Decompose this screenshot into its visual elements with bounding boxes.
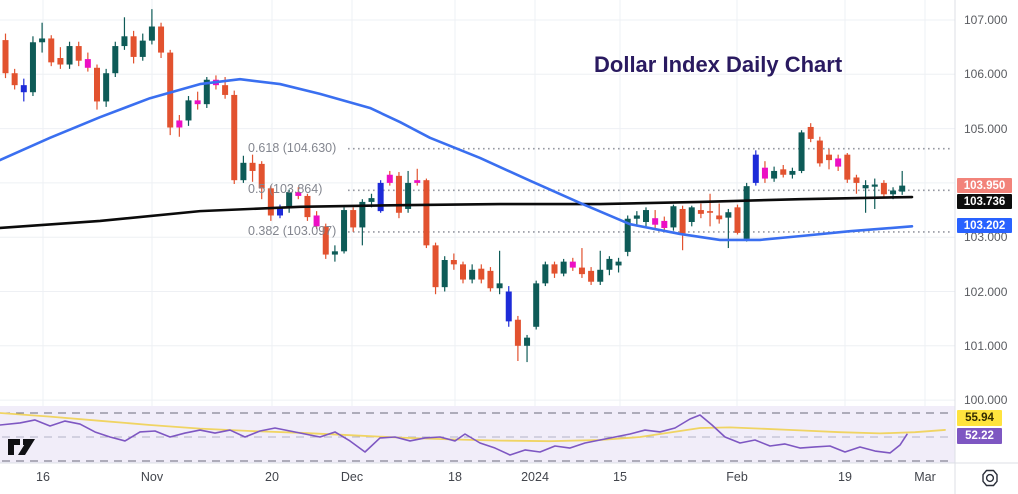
time-tick-label: 2024 xyxy=(521,470,549,484)
time-tick-label: 16 xyxy=(36,470,50,484)
time-tick-label: 20 xyxy=(265,470,279,484)
fib-level-label: 0.382 (103.097) xyxy=(248,223,337,238)
fib-level-label: 0.5 (103.864) xyxy=(248,182,323,197)
price-tick-label: 107.000 xyxy=(964,13,1008,27)
tradingview-logo[interactable] xyxy=(7,437,37,457)
price-tick-label: 105.000 xyxy=(964,121,1008,136)
last-price-badge: 103.950 xyxy=(957,178,1012,193)
time-axis-settings-button[interactable] xyxy=(976,465,1004,491)
time-tick-label: 18 xyxy=(448,470,462,484)
chart-title: Dollar Index Daily Chart xyxy=(594,52,843,77)
blue-ma-price-badge: 103.202 xyxy=(957,218,1012,233)
time-tick-label: Nov xyxy=(140,470,164,484)
price-tick-label: 101.000 xyxy=(964,338,1008,353)
time-tick-label: 19 xyxy=(838,470,852,484)
time-tick-label: 15 xyxy=(613,470,627,484)
price-tick-label: 103.000 xyxy=(964,230,1008,245)
fib-level-label: 0.618 (104.630) xyxy=(248,140,337,155)
price-tick-label: 102.000 xyxy=(964,284,1008,299)
black-ma-price-badge: 103.736 xyxy=(957,194,1012,209)
price-tick-label: 106.000 xyxy=(964,67,1008,82)
time-tick-label: Mar xyxy=(914,470,936,484)
gear-icon xyxy=(982,469,998,487)
time-tick-label: Dec xyxy=(340,470,364,484)
rsi-ma-value-badge: 55.94 xyxy=(957,410,1002,426)
price-tick-label: 100.000 xyxy=(964,393,1008,408)
rsi-value-badge: 52.22 xyxy=(957,428,1002,444)
time-tick-label: Feb xyxy=(726,470,748,484)
